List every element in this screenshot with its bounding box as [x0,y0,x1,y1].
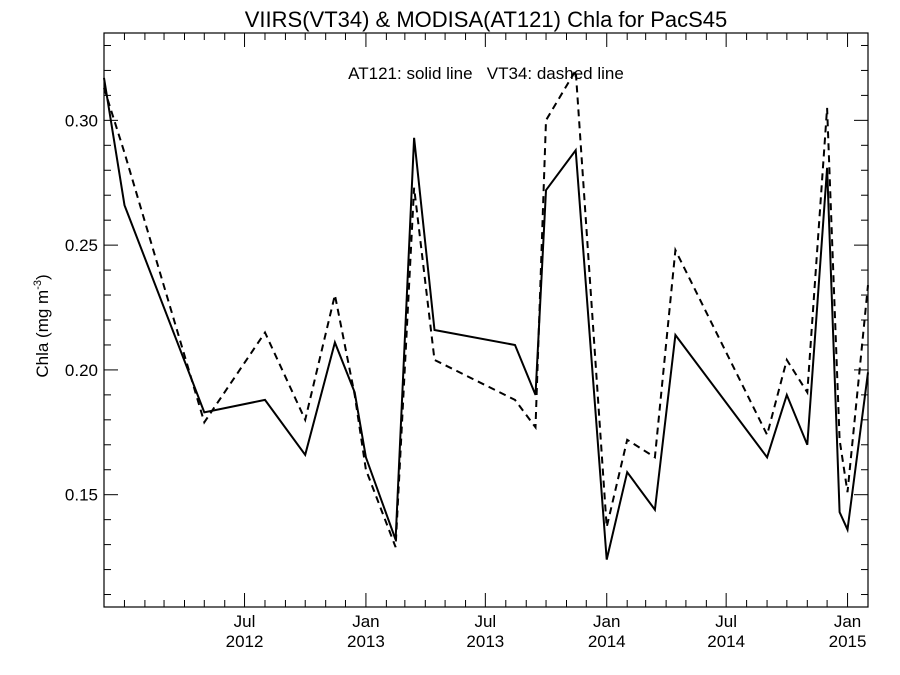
chart-legend-annotation: AT121: solid line VT34: dashed line [348,64,624,83]
chart-title: VIIRS(VT34) & MODISA(AT121) Chla for Pac… [245,7,728,32]
y-tick-label: 0.25 [65,236,98,255]
plot-frame [103,32,869,608]
y-tick-label: 0.20 [65,361,98,380]
y-axis-label-exponent: -3 [32,280,44,290]
x-tick-label-month: Jan [834,612,861,631]
y-axis-label: Chla (mg m-3) [32,274,52,377]
x-tick-label-month: Jul [715,612,737,631]
x-tick-label-year: 2015 [829,632,867,651]
series-line-vt34 [103,67,869,548]
x-tick-label-year: 2014 [588,632,626,651]
series-line-at121 [103,77,869,560]
x-tick-label-year: 2013 [347,632,385,651]
x-tick-label-month: Jul [234,612,256,631]
x-tick-label-year: 2014 [707,632,745,651]
x-tick-label-year: 2013 [466,632,504,651]
axis-tick-labels: 0.150.200.250.30Jul2012Jan2013Jul2013Jan… [65,111,867,651]
y-axis-label-close: ) [33,274,52,280]
x-tick-label-month: Jan [352,612,379,631]
y-tick-label: 0.30 [65,111,98,130]
axis-ticks [104,33,868,607]
x-tick-label-month: Jul [474,612,496,631]
x-tick-label-year: 2012 [226,632,264,651]
y-tick-label: 0.15 [65,486,98,505]
series-lines [103,67,869,560]
y-axis-label-main: Chla (mg m [33,290,52,378]
x-tick-label-month: Jan [593,612,620,631]
